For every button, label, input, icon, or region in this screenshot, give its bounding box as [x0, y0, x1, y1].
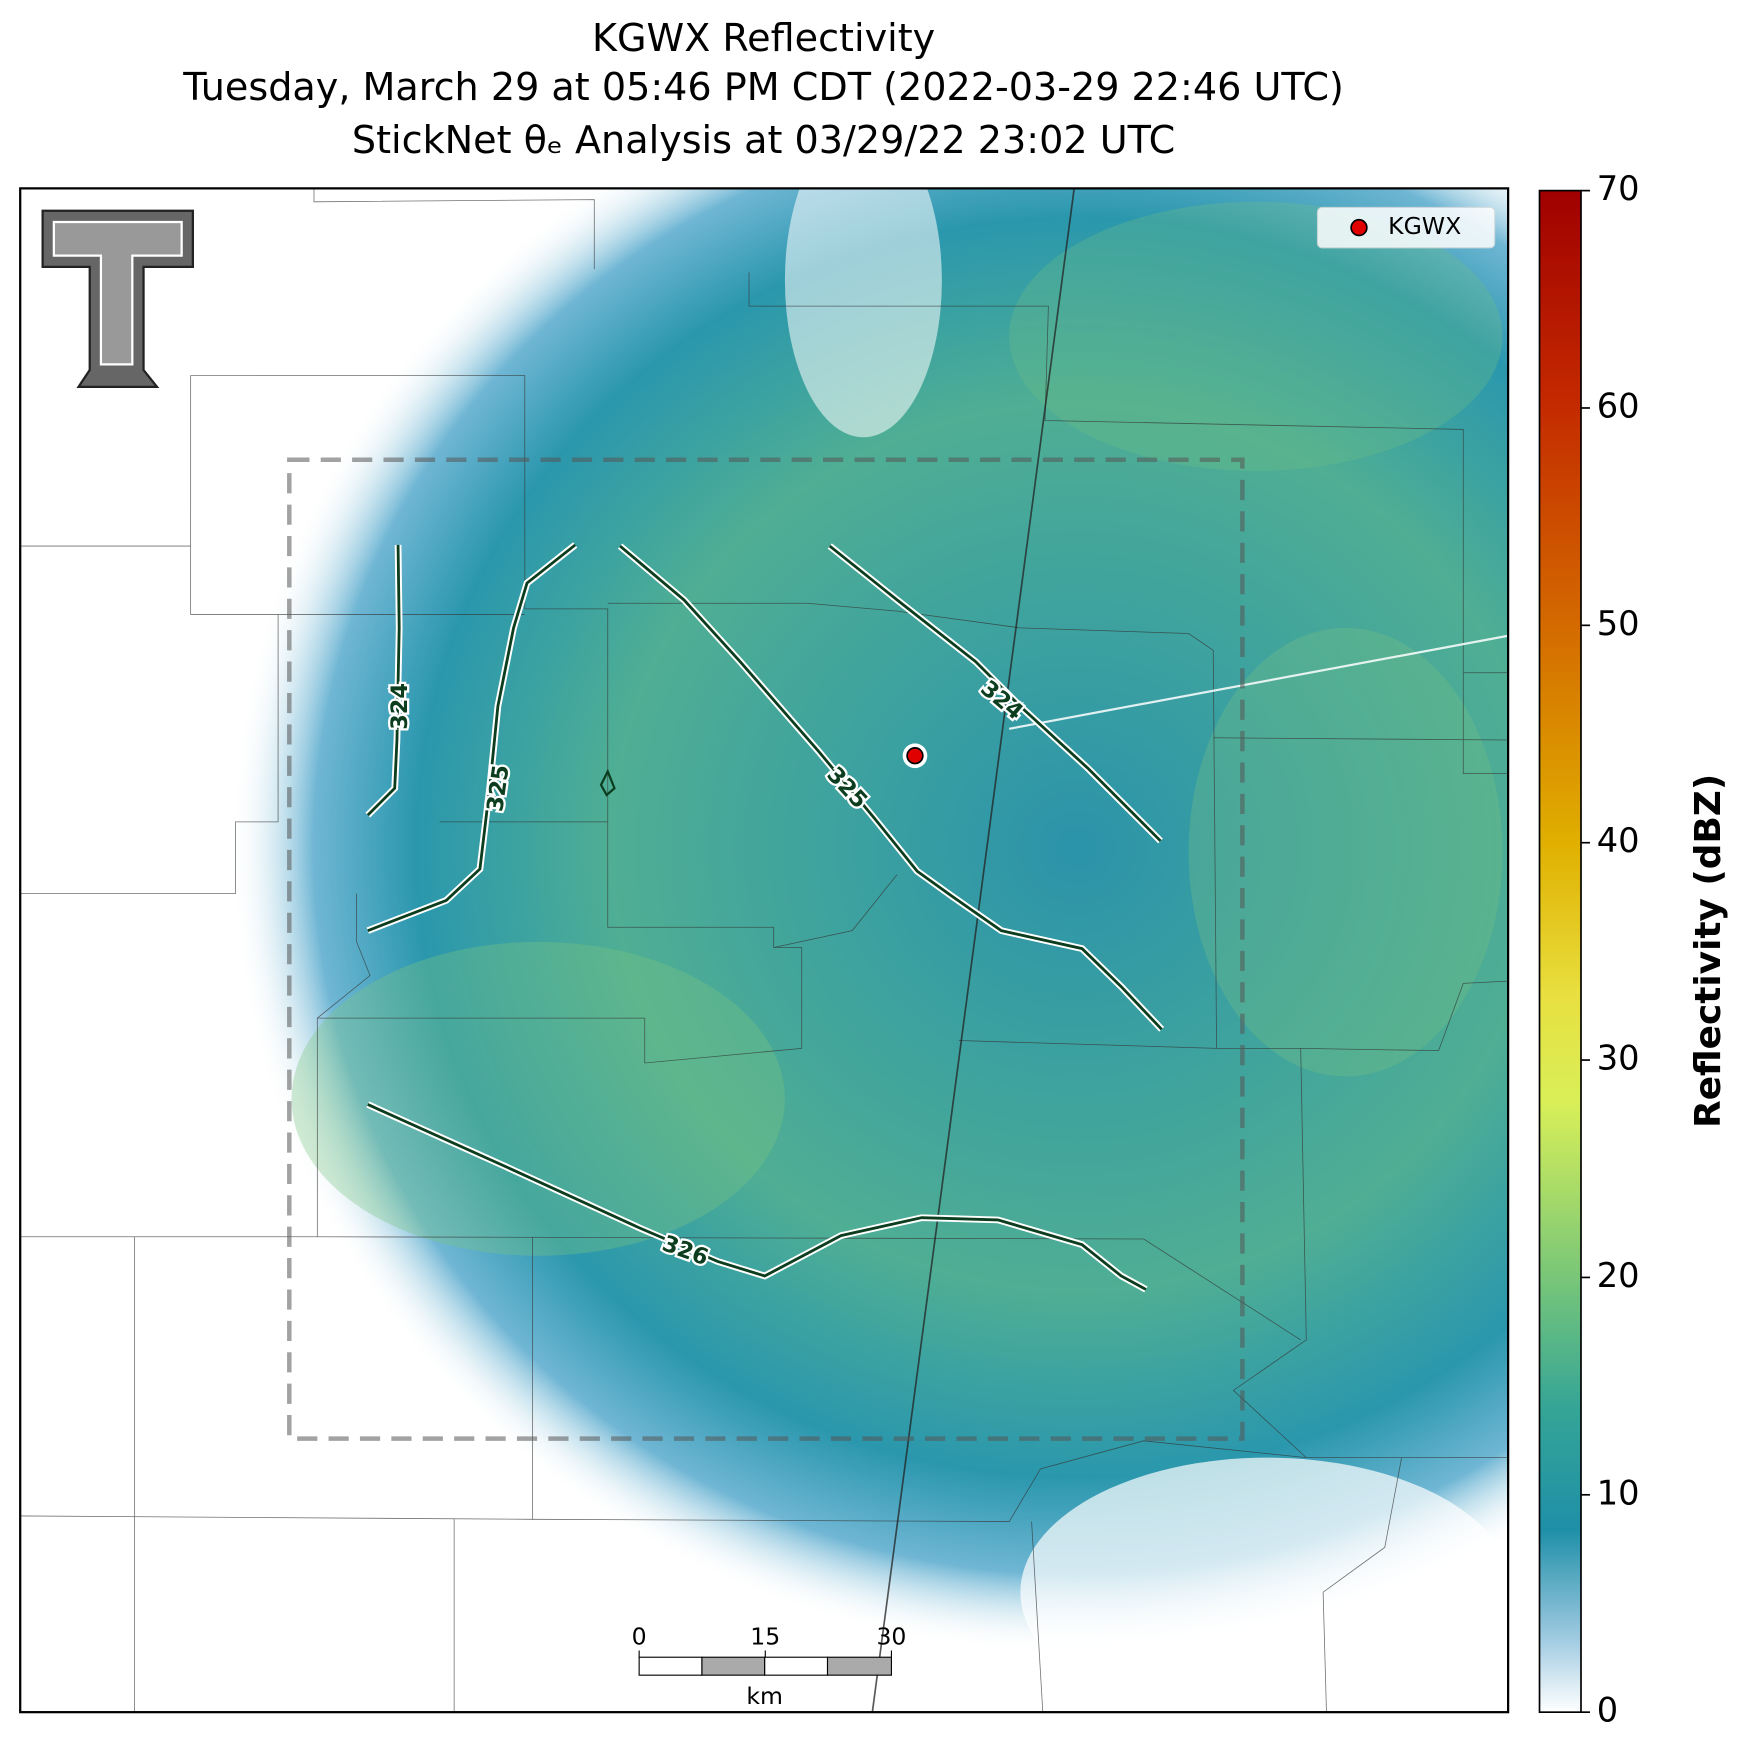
legend-box	[1316, 206, 1496, 249]
county-lines	[20, 188, 1509, 1713]
colorbar-tick-label: 0	[1597, 1691, 1618, 1730]
subtitle: Tuesday, March 29 at 05:46 PM CDT (2022-…	[182, 65, 1344, 109]
colorbar-tick-label: 70	[1597, 169, 1640, 208]
colorbar-tick-label: 10	[1597, 1473, 1640, 1512]
scale-segment	[826, 1656, 892, 1676]
legend: KGWX	[1316, 206, 1496, 249]
radar-echo	[1188, 627, 1503, 1077]
highway	[871, 188, 1076, 1713]
contour-line	[828, 544, 1162, 842]
scale-segment	[638, 1656, 703, 1676]
radar-spike	[1008, 634, 1509, 730]
colorbar-tick-label: 20	[1597, 1256, 1640, 1295]
scale-unit: km	[746, 1682, 783, 1710]
radar-echo	[291, 941, 785, 1256]
radar-echo	[22, 188, 1509, 1705]
radar-site	[906, 747, 924, 765]
scale-tick-label: 15	[750, 1623, 780, 1651]
colorbar-tick-label: 30	[1597, 1039, 1640, 1078]
ttu-logo	[41, 209, 195, 388]
radar-gap	[784, 188, 942, 438]
scale-segment	[764, 1656, 829, 1676]
contour-label: 324	[387, 683, 413, 730]
contour-line	[367, 1103, 1147, 1291]
map-frame	[19, 187, 1510, 1714]
legend-marker	[1350, 218, 1368, 237]
contour-line	[619, 544, 1163, 1031]
scale-tick-label: 30	[876, 1623, 906, 1651]
colorbar	[1538, 189, 1582, 1714]
contour-line	[599, 768, 616, 797]
legend-label: KGWX	[1388, 212, 1461, 240]
scale-segment	[701, 1656, 766, 1676]
contour-line	[367, 543, 577, 932]
colorbar-tick-label: 40	[1597, 821, 1640, 860]
colorbar-label: Reflectivity (dBZ)	[1688, 774, 1729, 1128]
analysis-domain	[287, 457, 1245, 1441]
radar-gap	[1020, 1457, 1509, 1713]
contour-line	[366, 544, 401, 817]
scale-bar: km 0 15 30	[632, 1623, 907, 1710]
colorbar-tick-label: 60	[1597, 386, 1640, 425]
scale-tick-label: 0	[632, 1623, 647, 1651]
radar-echo	[1009, 201, 1503, 471]
colorbar-tick-label: 50	[1597, 604, 1640, 643]
subtitle: StickNet θₑ Analysis at 03/29/22 23:02 U…	[352, 118, 1175, 162]
title: KGWX Reflectivity	[592, 16, 935, 60]
